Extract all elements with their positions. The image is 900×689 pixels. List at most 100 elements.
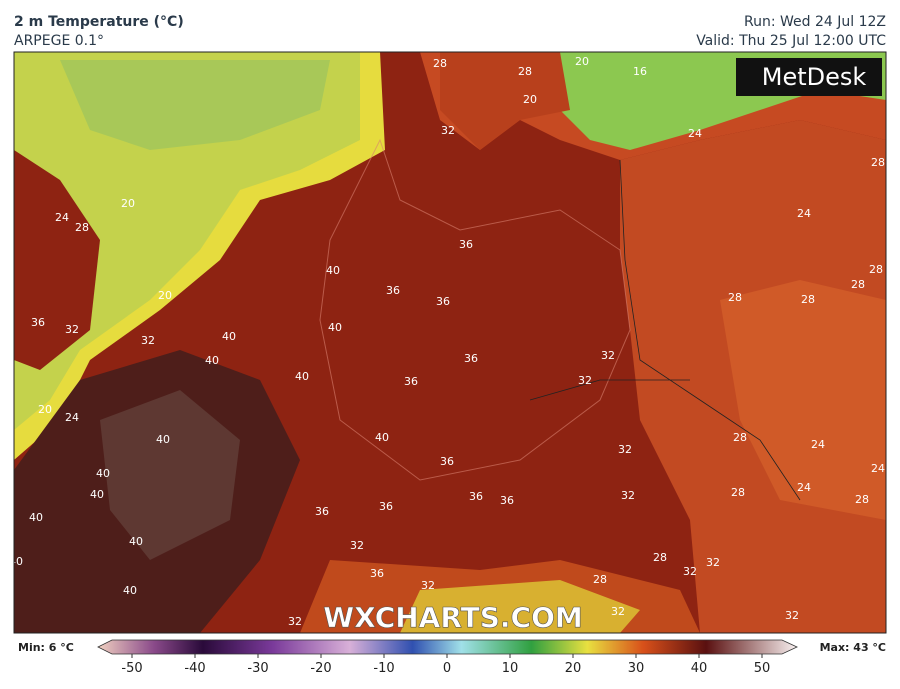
colorbar-tick-label: 30 xyxy=(628,661,645,676)
contour-label: 32 xyxy=(611,605,625,618)
contour-label: 40 xyxy=(222,330,236,343)
colorbar-tick-label: 10 xyxy=(502,661,519,676)
contour xyxy=(319,138,631,481)
colorbar-tick-label: 20 xyxy=(565,661,582,676)
contour-label: 28 xyxy=(855,493,869,506)
contour-label: 20 xyxy=(38,403,52,416)
contour-label: 36 xyxy=(315,505,329,518)
map: 20 20 20 20 16 20 24 24 24 24 24 24 24 28 28 28 28 28 28 28… xyxy=(0,0,886,633)
contour-label: 28 xyxy=(731,486,745,499)
contour-label: 20 xyxy=(523,93,537,106)
contour-label: 36 xyxy=(370,567,384,580)
colorbar-tick-label: 40 xyxy=(691,661,708,676)
contour-label: 32 xyxy=(441,124,455,137)
contour-label: 24 xyxy=(811,438,825,451)
map-frame xyxy=(13,51,887,634)
contour-label: 40 xyxy=(295,370,309,383)
contour-label: 32 xyxy=(621,489,635,502)
contour-label: 28 xyxy=(433,57,447,70)
logo-box xyxy=(736,58,882,96)
contour-label: 36 xyxy=(469,490,483,503)
run: Run: Wed 24 Jul 12Z xyxy=(744,14,886,30)
contour-label: 36 xyxy=(436,295,450,308)
colorbar-tick-label: -20 xyxy=(310,661,331,676)
contour-label: 20 xyxy=(158,289,172,302)
contour-label: 28 xyxy=(733,431,747,444)
sea-cool xyxy=(60,60,330,150)
contour-label: 24 xyxy=(688,127,702,140)
contour-label: 20 xyxy=(121,197,135,210)
contour-label: 32 xyxy=(421,579,435,592)
contour-label: 40 xyxy=(375,431,389,444)
contour-label: 28 xyxy=(728,291,742,304)
contour-label: 32 xyxy=(288,615,302,628)
contour-label: 32 xyxy=(706,556,720,569)
contour-label: 40 xyxy=(129,535,143,548)
contour-label: 28 xyxy=(851,278,865,291)
logo: MetDesk xyxy=(762,63,867,91)
contour-label: 24 xyxy=(797,481,811,494)
colorbar-tick-label: -10 xyxy=(373,661,394,676)
contour-label: 28 xyxy=(871,156,885,169)
contour-label: 40 xyxy=(9,555,23,568)
contour-label: 32 xyxy=(601,349,615,362)
contour-label: 28 xyxy=(801,293,815,306)
contour-label: 28 xyxy=(518,65,532,78)
alps-cool xyxy=(400,580,640,633)
contour-label: 40 xyxy=(326,264,340,277)
east-light xyxy=(720,280,886,520)
contour-label: 40 xyxy=(328,321,342,334)
contour-label: 36 xyxy=(459,238,473,251)
min-label: Min: 6 °C xyxy=(18,641,74,654)
contour-label: 32 xyxy=(618,443,632,456)
model: ARPEGE 0.1° xyxy=(14,33,104,49)
contour-label: 40 xyxy=(90,488,104,501)
colorbar-tick-label: 0 xyxy=(443,661,451,676)
contour-label: 40 xyxy=(29,511,43,524)
contour-label: 32 xyxy=(65,323,79,336)
contour-label: 32 xyxy=(785,609,799,622)
contour-label: 40 xyxy=(96,467,110,480)
contour-label: 36 xyxy=(379,500,393,513)
contour-label: 40 xyxy=(205,354,219,367)
contour-label: 32 xyxy=(350,539,364,552)
colorbar-tick-label: -40 xyxy=(184,661,205,676)
contour-label: 24 xyxy=(65,411,79,424)
max-label: Max: 43 °C xyxy=(820,641,886,654)
contour-label: 36 xyxy=(386,284,400,297)
colorbar-tick-label: -50 xyxy=(121,661,142,676)
contour-label: 24 xyxy=(871,462,885,475)
title: 2 m Temperature (°C) xyxy=(14,14,184,30)
contour-label: 36 xyxy=(440,455,454,468)
contour-label: 36 xyxy=(404,375,418,388)
contour-label: 36 xyxy=(500,494,514,507)
contour-label: 24 xyxy=(55,211,69,224)
contour-label: 16 xyxy=(633,65,647,78)
colorbar-tick-label: -30 xyxy=(247,661,268,676)
contour-label: 28 xyxy=(75,221,89,234)
contour-label: 28 xyxy=(869,263,883,276)
sea xyxy=(14,52,360,430)
colorbar xyxy=(97,639,798,655)
valid: Valid: Thu 25 Jul 12:00 UTC xyxy=(696,33,886,49)
contour-label: 36 xyxy=(464,352,478,365)
contour-label: 32 xyxy=(578,374,592,387)
france-hottest xyxy=(100,390,240,560)
contour-labels: 20 20 20 20 16 20 24 24 24 24 24 24 24 28 28 28 28 28 28 28… xyxy=(0,0,885,628)
contour-label: 0 xyxy=(0,0,4,6)
britain xyxy=(14,150,100,370)
contour-label: 28 xyxy=(653,551,667,564)
colorbar-tick-label: 50 xyxy=(754,661,771,676)
denmark xyxy=(440,52,570,150)
colorbar-ticks: -50 -40 -30 -20 -10 0 10 20 30 40 50 xyxy=(121,654,770,676)
contour-label: 36 xyxy=(31,316,45,329)
contour-label: 40 xyxy=(156,433,170,446)
contour-label: 20 xyxy=(575,55,589,68)
contour-label: 24 xyxy=(797,207,811,220)
contour-label: 40 xyxy=(123,584,137,597)
watermark: WXCHARTS.COM xyxy=(323,601,583,634)
contour-label: 32 xyxy=(683,565,697,578)
border xyxy=(529,159,801,501)
contour-label: 32 xyxy=(141,334,155,347)
